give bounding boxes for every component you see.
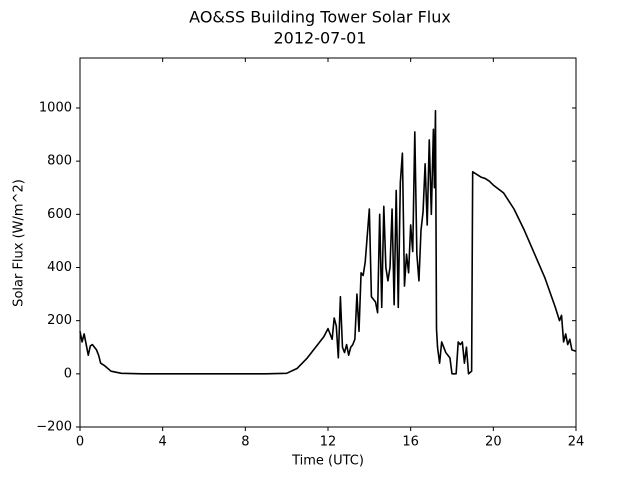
x-tick-label: 16 (402, 435, 419, 450)
y-tick-label: 1000 (39, 100, 72, 115)
y-axis-label: Solar Flux (W/m^2) (12, 179, 27, 307)
x-tick-label: 12 (320, 435, 337, 450)
x-tick-label: 0 (76, 435, 84, 450)
chart-subtitle: 2012-07-01 (274, 29, 367, 48)
y-tick-label: 600 (47, 207, 72, 222)
y-tick-label: 400 (47, 260, 72, 275)
y-tick-label: −200 (36, 420, 72, 435)
x-tick-label: 20 (485, 435, 502, 450)
y-tick-label: 800 (47, 154, 72, 169)
y-tick-label: 0 (64, 366, 72, 381)
chart-title: AO&SS Building Tower Solar Flux (189, 8, 451, 27)
x-tick-label: 8 (241, 435, 249, 450)
x-tick-label: 4 (159, 435, 167, 450)
x-tick-label: 24 (568, 435, 585, 450)
y-tick-label: 200 (47, 313, 72, 328)
plot-frame (79, 57, 577, 428)
x-axis-label: Time (UTC) (291, 454, 364, 469)
line-series (79, 109, 577, 375)
